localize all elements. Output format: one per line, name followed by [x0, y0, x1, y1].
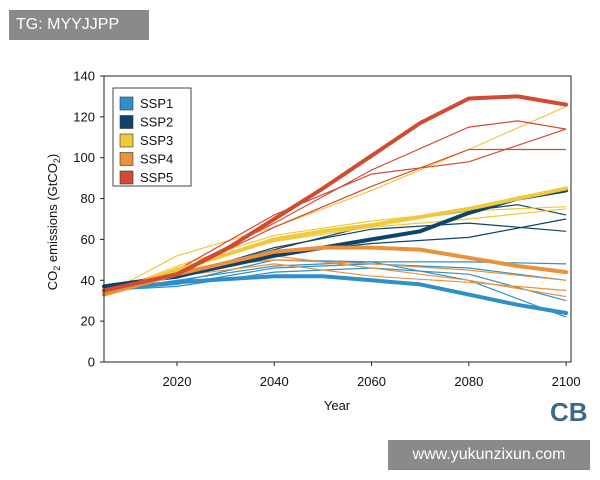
- y-tick-label: 60: [81, 232, 95, 247]
- legend-label-ssp4: SSP4: [140, 152, 173, 167]
- series-line-ssp4-marker: [102, 245, 569, 297]
- legend-swatch-ssp3: [119, 133, 134, 148]
- series-line-ssp1-3: [103, 259, 567, 318]
- legend-label-ssp5: SSP5: [140, 170, 173, 185]
- legend-swatch-ssp5: [119, 170, 134, 185]
- y-tick-label: 0: [88, 355, 95, 370]
- series-line-ssp4-3: [103, 263, 567, 296]
- plot-frame: [103, 75, 572, 363]
- x-axis-title: Year: [324, 398, 351, 413]
- x-tick-label: 2020: [163, 374, 192, 389]
- legend-label-ssp2: SSP2: [140, 115, 173, 130]
- cb-logo: CB: [550, 397, 588, 427]
- x-tick-label: 2060: [357, 374, 386, 389]
- y-tick-label: 140: [73, 69, 95, 84]
- legend-label-ssp1: SSP1: [140, 96, 173, 111]
- legend: SSP1 SSP2 SSP3 SSP4 SSP5: [112, 87, 192, 187]
- y-tick-label: 20: [81, 314, 95, 329]
- y-tick-label: 100: [73, 150, 95, 165]
- series-line-ssp5-marker: [102, 94, 569, 293]
- y-tick-label: 120: [73, 109, 95, 124]
- series-line-ssp3-2: [103, 106, 567, 296]
- y-tick-label: 40: [81, 273, 95, 288]
- legend-label-ssp3: SSP3: [140, 133, 173, 148]
- series-line-ssp1-marker: [102, 274, 569, 315]
- legend-swatch-ssp1: [119, 96, 134, 111]
- y-axis-title: CO2 emissions (GtCO2): [45, 154, 62, 290]
- watermark-bottom: www.yukunzixun.com: [388, 440, 590, 470]
- legend-swatch-ssp2: [119, 115, 134, 129]
- y-tick-label: 80: [81, 191, 95, 206]
- plot-lines: [102, 94, 569, 318]
- x-tick-label: 2080: [454, 374, 483, 389]
- legend-swatch-ssp4: [119, 152, 134, 166]
- x-tick-label: 2100: [552, 374, 581, 389]
- watermark-top: TG: MYYJJPP: [9, 10, 149, 40]
- x-tick-label: 2040: [260, 374, 289, 389]
